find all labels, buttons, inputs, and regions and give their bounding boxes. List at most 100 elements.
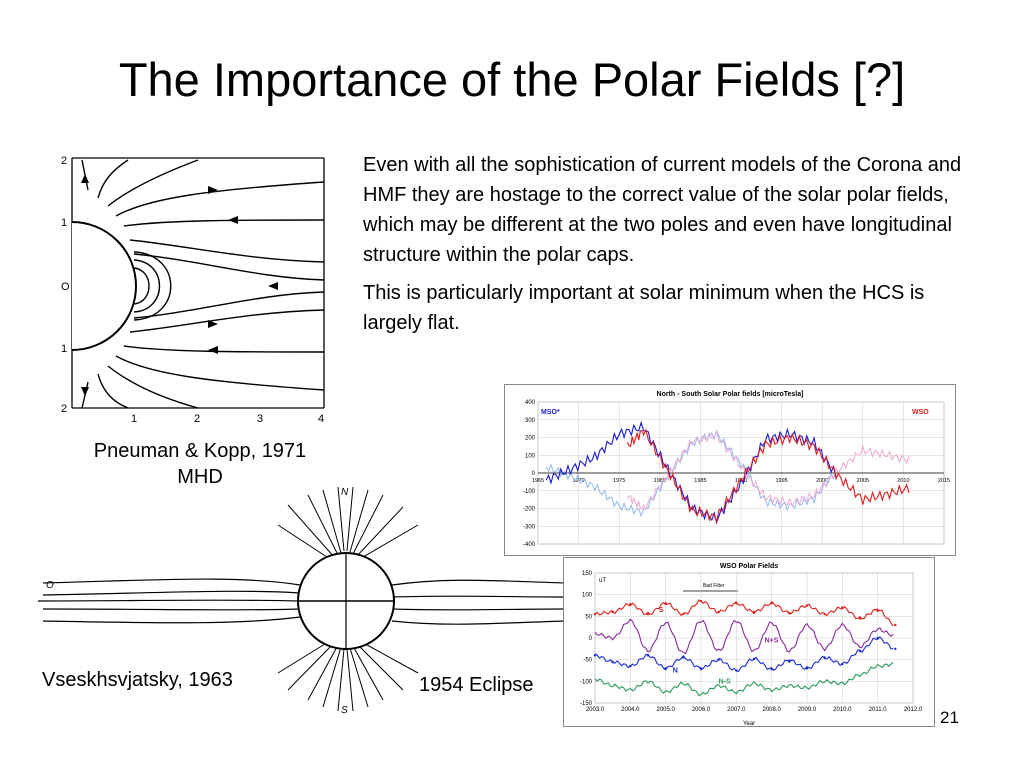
slide-title: The Importance of the Polar Fields [?]: [118, 53, 906, 106]
pneuman-caption: Pneuman & Kopp, 1971 MHD: [50, 438, 350, 490]
chart2-data-point: [788, 659, 791, 662]
chart2-y-tick: 0: [589, 636, 593, 642]
chart2-data-point: [735, 602, 738, 605]
paragraph-1: Even with all the sophistication of curr…: [363, 154, 962, 266]
paragraph-2: This is particularly important at solar …: [363, 282, 925, 334]
chart2-data-point: [876, 608, 879, 612]
chart1-y-tick: 300: [525, 418, 536, 424]
chart2-y-tick: 150: [582, 571, 593, 577]
chart2-data-point: [858, 649, 862, 653]
chart2-data-point: [752, 657, 756, 660]
chart2-data-point: [788, 611, 791, 615]
field-lines: [81, 159, 325, 409]
chart1-x-tick: 2000: [816, 478, 828, 484]
chart1-y-tick: 100: [525, 453, 536, 459]
chart1-y-tick: 400: [525, 400, 536, 406]
chart2-data-point: [646, 654, 650, 657]
pneuman-x-tick: 3: [257, 413, 263, 425]
chart2-data-point: [629, 603, 632, 606]
pneuman-y-tick: O: [61, 281, 70, 293]
chart2-data-point: [805, 604, 809, 607]
chart2-y-tick: 50: [585, 614, 592, 620]
chart1-x-tick: 2010: [897, 478, 909, 484]
chart2-title: WSO Polar Fields: [720, 563, 778, 570]
chart1-legend-mso: MSO*: [541, 409, 560, 416]
chart2-data-point: [629, 664, 632, 668]
chart2-data-point: [805, 667, 809, 670]
chart2-y-tick: -150: [580, 701, 593, 707]
chart2-data-point: [717, 610, 720, 614]
pneuman-y-tick: 2: [61, 155, 67, 167]
chart2-unit: uT: [599, 578, 606, 584]
pneuman-caption-line-2: MHD: [177, 466, 223, 488]
chart2-data-point: [593, 612, 597, 616]
chart2-series-line: [594, 636, 894, 673]
chart1-y-tick: 200: [525, 436, 536, 442]
chart2-x-tick: 2009.0: [798, 707, 817, 713]
chart2-data-point: [770, 602, 773, 605]
pneuman-y-tick: 1: [61, 343, 67, 355]
chart1-x-tick: 2005: [857, 478, 869, 484]
chart1-x-tick: 1965: [532, 478, 544, 484]
chart2-x-tick: 2007.0: [727, 707, 746, 713]
chart1-series-mirror-line: [626, 429, 910, 511]
pneuman-y-tick: 2: [61, 403, 67, 415]
slide-number: 21: [940, 708, 959, 727]
chart2-annotation: Bad Filter: [703, 583, 725, 589]
chart2-data-point: [823, 656, 826, 659]
chart2-data-point: [664, 667, 667, 670]
chart2-data-point: [858, 617, 862, 620]
wso-polar-fields-chart: WSO Polar Fields uT Bad Filter 150 100 50 0…: [563, 557, 935, 727]
chart1-x-tick: 1980: [654, 478, 666, 484]
chart2-data-point: [876, 636, 879, 640]
chart1-x-tick: 2015: [938, 478, 950, 484]
chart1-legend-wso: WSO: [912, 409, 929, 416]
chart1-y-tick: -200: [523, 507, 536, 513]
chart2-x-tick: 2004.0: [621, 707, 640, 713]
chart2-y-tick: -50: [583, 658, 592, 664]
equatorial-streamers: [38, 578, 567, 625]
chart2-data-point: [664, 602, 667, 605]
chart2-data-point: [770, 668, 773, 671]
pneuman-kopp-figure: 2 1 O 1 2 1 2 3 4: [61, 155, 325, 425]
chart2-y-tick: 100: [582, 593, 593, 599]
left-end-label: O: [46, 580, 54, 591]
chart2-series-label: S: [659, 607, 664, 614]
pneuman-caption-line-1: Pneuman & Kopp, 1971: [93, 440, 307, 462]
chart1-frame: [504, 384, 956, 556]
chart1-y-tick: 0: [532, 471, 536, 477]
chart2-x-tick: 2010.0: [833, 707, 852, 713]
chart2-data-point: [717, 658, 720, 661]
chart2-data-point: [593, 654, 597, 657]
north-south-polar-fields-chart: North - South Solar Polar fields [microT…: [504, 384, 956, 556]
chart2-frame: [563, 557, 935, 727]
chart2-data-point: [841, 606, 844, 609]
sun-limb: [71, 221, 137, 351]
chart1-y-tick: -400: [523, 542, 536, 548]
chart1-x-tick: 1970: [572, 478, 584, 484]
chart2-data-point: [894, 647, 897, 651]
chart2-x-tick: 2003.0: [586, 707, 605, 713]
chart2-series-label: N-S: [719, 679, 731, 686]
pneuman-x-tick: 2: [194, 413, 200, 425]
chart2-data-point: [735, 669, 738, 672]
chart1-x-tick: 1985: [694, 478, 706, 484]
pneuman-y-tick: 1: [61, 217, 67, 229]
chart2-y-tick: -100: [580, 679, 593, 685]
chart2-series-label: N+S: [765, 637, 779, 644]
chart2-x-tick: 2012.0: [904, 707, 923, 713]
chart2-data-point: [752, 610, 756, 614]
field-arrows: [81, 174, 278, 396]
chart2-data-point: [823, 612, 826, 616]
chart2-data-point: [894, 623, 897, 627]
chart2-data-point: [682, 612, 685, 616]
north-label: N: [341, 487, 349, 498]
chart2-data-point: [699, 667, 703, 670]
chart2-x-tick: 2006.0: [692, 707, 711, 713]
chart1-x-tick: 1995: [775, 478, 787, 484]
chart2-data-point: [699, 599, 703, 603]
chart2-data-point: [646, 612, 650, 616]
eclipse-sketch: N S O: [38, 486, 567, 715]
chart2-xlabel: Year: [743, 721, 755, 727]
pneuman-x-tick: 1: [131, 413, 137, 425]
